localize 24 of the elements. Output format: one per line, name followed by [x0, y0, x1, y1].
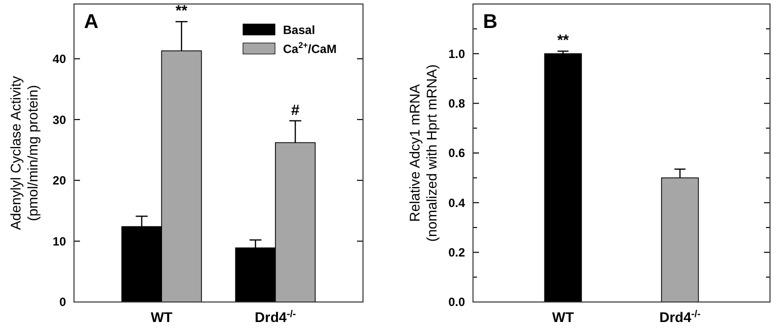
x-tick-label: WT — [552, 309, 574, 325]
legend-label: Ca$^{2+}$/CaM — [283, 40, 337, 56]
chart-title: A — [84, 11, 98, 33]
y-tick-label: 1.0 — [448, 46, 466, 61]
y-tick-label: 0.0 — [448, 295, 466, 310]
y-tick-label: 0.4 — [448, 196, 466, 210]
x-tick-label: Drd4$^{-/-}$ — [659, 308, 701, 325]
y-tick-label: 30 — [52, 112, 66, 127]
legend-label: Basal — [283, 23, 316, 37]
y-axis-title: Adenylyl Cyclase Activity (pmol/min/mg protein) — [8, 76, 40, 230]
x-tick-label: Drd4$^{-/-}$ — [254, 308, 296, 325]
y-tick-label: 40 — [52, 52, 66, 66]
annotation: # — [291, 102, 300, 119]
y-tick-label: 20 — [52, 174, 66, 188]
y-tick-label: 0.2 — [448, 246, 466, 260]
annotation: ** — [176, 2, 188, 20]
y-tick-label: 10 — [52, 234, 66, 248]
y-tick-label: 0.6 — [448, 146, 466, 160]
chart-title: B — [483, 11, 498, 33]
y-tick-label: 0.8 — [448, 96, 466, 111]
y-tick-label: 0 — [59, 295, 66, 310]
x-tick-label: WT — [150, 309, 173, 325]
y-axis-title: Relative Adcy1 mRNA (nomalized with Hprt mRNA) — [406, 64, 440, 242]
annotation: ** — [557, 32, 570, 50]
